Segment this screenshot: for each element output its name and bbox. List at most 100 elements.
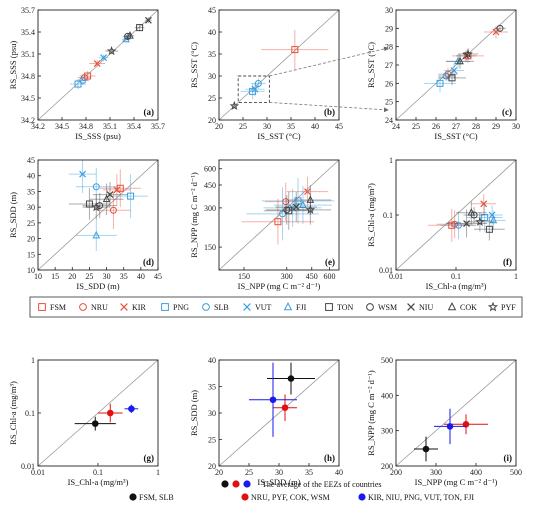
x-tick-label: 10 bbox=[34, 272, 42, 281]
y-tick-label: 0.1 bbox=[383, 211, 393, 220]
x-tick-label: 450 bbox=[306, 272, 318, 281]
point-blue bbox=[434, 409, 466, 444]
legend-label: TON bbox=[337, 303, 354, 312]
legend-label: KIR bbox=[132, 303, 146, 312]
x-tick-label: 25 bbox=[239, 122, 247, 131]
legend-dot bbox=[241, 493, 248, 500]
legend-dot bbox=[129, 493, 136, 500]
x-tick-label: 500 bbox=[510, 468, 522, 477]
x-tick-label: 0.1 bbox=[93, 468, 103, 477]
legend-label: SLB bbox=[214, 303, 229, 312]
x-tick-label: 20 bbox=[215, 468, 223, 477]
y-axis-label: RS_SDD (m) bbox=[8, 192, 18, 238]
x-tick-label: 20 bbox=[215, 122, 223, 131]
chart-panel-i: 200 300 400 500 200 300 400 500 IS_NPP (mg C m⁻²… bbox=[366, 356, 522, 487]
legend-group-label: KIR, NIU, PNG, VUT, TON, FJI bbox=[368, 493, 474, 502]
y-axis-label: RS_SDD (m) bbox=[189, 390, 199, 436]
point-vut bbox=[245, 83, 264, 96]
y-tick-label: 40 bbox=[208, 28, 216, 37]
legend-label: PYF bbox=[501, 303, 516, 312]
x-axis-label: IS_SST (°C) bbox=[434, 131, 477, 141]
panel-letter: (b) bbox=[324, 107, 335, 117]
x-axis-label: IS_SDD (m) bbox=[76, 281, 119, 291]
legend-label: COK bbox=[460, 303, 477, 312]
chart-panel-g: 0.01 0.1 10.010.11IS_Chl-a (mg/m³)RS_Chl-a… bbox=[8, 356, 160, 487]
x-tick-label: 300 bbox=[281, 272, 293, 281]
legend-label: VUT bbox=[255, 303, 272, 312]
y-tick-label: 30 bbox=[385, 6, 393, 15]
x-tick-label: 25 bbox=[245, 468, 253, 477]
y-tick-label: 35 bbox=[208, 383, 216, 392]
point-png bbox=[113, 174, 147, 218]
legend-dot-black bbox=[221, 480, 228, 487]
chart-panel-h: 20 25 30 35 402025303540IS_SDD (m)RS_SDD (m)… bbox=[189, 356, 343, 487]
x-tick-label: 40 bbox=[335, 468, 343, 477]
point-nru bbox=[96, 191, 130, 229]
y-tick-label: 0.1 bbox=[25, 409, 35, 418]
panel-letter: (i) bbox=[504, 453, 513, 463]
marker bbox=[423, 446, 430, 453]
point-png bbox=[262, 178, 334, 224]
point-red bbox=[98, 404, 122, 423]
point-ton bbox=[69, 188, 110, 219]
y-tick-label: 300 bbox=[204, 204, 216, 213]
x-tick-label: 27 bbox=[452, 122, 460, 131]
y-tick-label: 35.1 bbox=[21, 50, 35, 59]
panel-letter: (c) bbox=[502, 107, 512, 117]
y-tick-label: 30 bbox=[208, 72, 216, 81]
y-tick-label: 26 bbox=[385, 79, 393, 88]
y-tick-label: 500 bbox=[381, 356, 393, 365]
x-tick-label: 25 bbox=[85, 272, 93, 281]
y-tick-label: 29 bbox=[385, 24, 393, 33]
y-tick-label: 40 bbox=[208, 356, 216, 365]
y-tick-label: 45 bbox=[208, 6, 216, 15]
point-blue bbox=[125, 405, 139, 413]
x-tick-label: 1 bbox=[514, 272, 518, 281]
panel-letter: (d) bbox=[143, 257, 154, 267]
y-tick-label: 15 bbox=[27, 250, 35, 259]
x-axis-label: IS_Chl-a (mg/m³) bbox=[68, 477, 129, 487]
legend-group-red: NRU, PYF, COK, WSM bbox=[241, 493, 329, 502]
x-tick-label: 600 bbox=[323, 272, 335, 281]
y-tick-label: 1 bbox=[31, 356, 35, 365]
point-fsm bbox=[261, 30, 328, 70]
y-tick-label: 600 bbox=[204, 165, 216, 174]
x-tick-label: 30 bbox=[512, 122, 520, 131]
point-kir bbox=[103, 174, 130, 205]
y-tick-label: 200 bbox=[381, 462, 393, 471]
marker bbox=[107, 410, 114, 417]
x-axis-label: IS_SSS (psu) bbox=[75, 131, 121, 141]
y-tick-label: 25 bbox=[208, 436, 216, 445]
y-axis-label: RS_SST (°C) bbox=[189, 42, 199, 88]
y-axis-label: RS_SST (°C) bbox=[366, 42, 376, 88]
y-tick-label: 1 bbox=[389, 156, 393, 165]
x-tick-label: 35.4 bbox=[127, 122, 141, 131]
x-axis-label: IS_Chl-a (mg/m³) bbox=[426, 281, 487, 291]
point-ton bbox=[135, 24, 145, 31]
x-tick-label: 35 bbox=[120, 272, 128, 281]
one-to-one-line bbox=[219, 10, 339, 120]
y-axis-label: RS_NPP (mg C m⁻² d⁻¹) bbox=[366, 370, 376, 456]
marker bbox=[288, 375, 295, 382]
chart-panel-c: 24 25 26 27 28 29 3024252627282930IS_SST (°C)R… bbox=[366, 6, 520, 141]
legend-group-blue: KIR, NIU, PNG, VUT, TON, FJI bbox=[358, 493, 474, 502]
y-tick-label: 25 bbox=[208, 94, 216, 103]
point-black bbox=[414, 437, 438, 462]
y-tick-label: 40 bbox=[27, 172, 35, 181]
legend-label: WSM bbox=[378, 303, 397, 312]
x-tick-label: 30 bbox=[103, 272, 111, 281]
point-vut bbox=[99, 55, 109, 61]
x-tick-label: 400 bbox=[470, 468, 482, 477]
panel-letter: (f) bbox=[503, 257, 512, 267]
y-tick-label: 0.01 bbox=[21, 462, 35, 471]
x-tick-label: 34.5 bbox=[55, 122, 69, 131]
legend-title: The average of the EEZs of countries bbox=[262, 480, 382, 489]
x-tick-label: 25 bbox=[412, 122, 420, 131]
legend-label: NRU bbox=[91, 303, 108, 312]
x-tick-label: 15 bbox=[51, 272, 59, 281]
y-tick-label: 20 bbox=[208, 462, 216, 471]
panel-letter: (h) bbox=[324, 453, 335, 463]
legend-label: FSM bbox=[50, 303, 66, 312]
y-axis-label: RS_Chl-a (mg/m³) bbox=[366, 183, 376, 247]
